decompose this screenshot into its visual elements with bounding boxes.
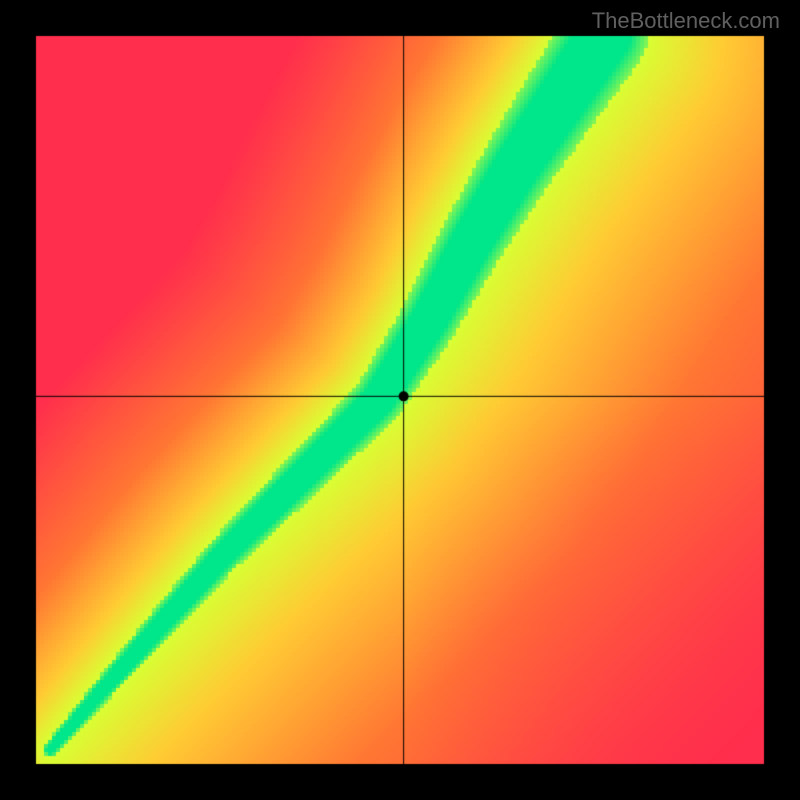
chart-container: TheBottleneck.com — [0, 0, 800, 800]
heatmap-canvas — [0, 0, 800, 800]
watermark-text: TheBottleneck.com — [592, 8, 780, 34]
